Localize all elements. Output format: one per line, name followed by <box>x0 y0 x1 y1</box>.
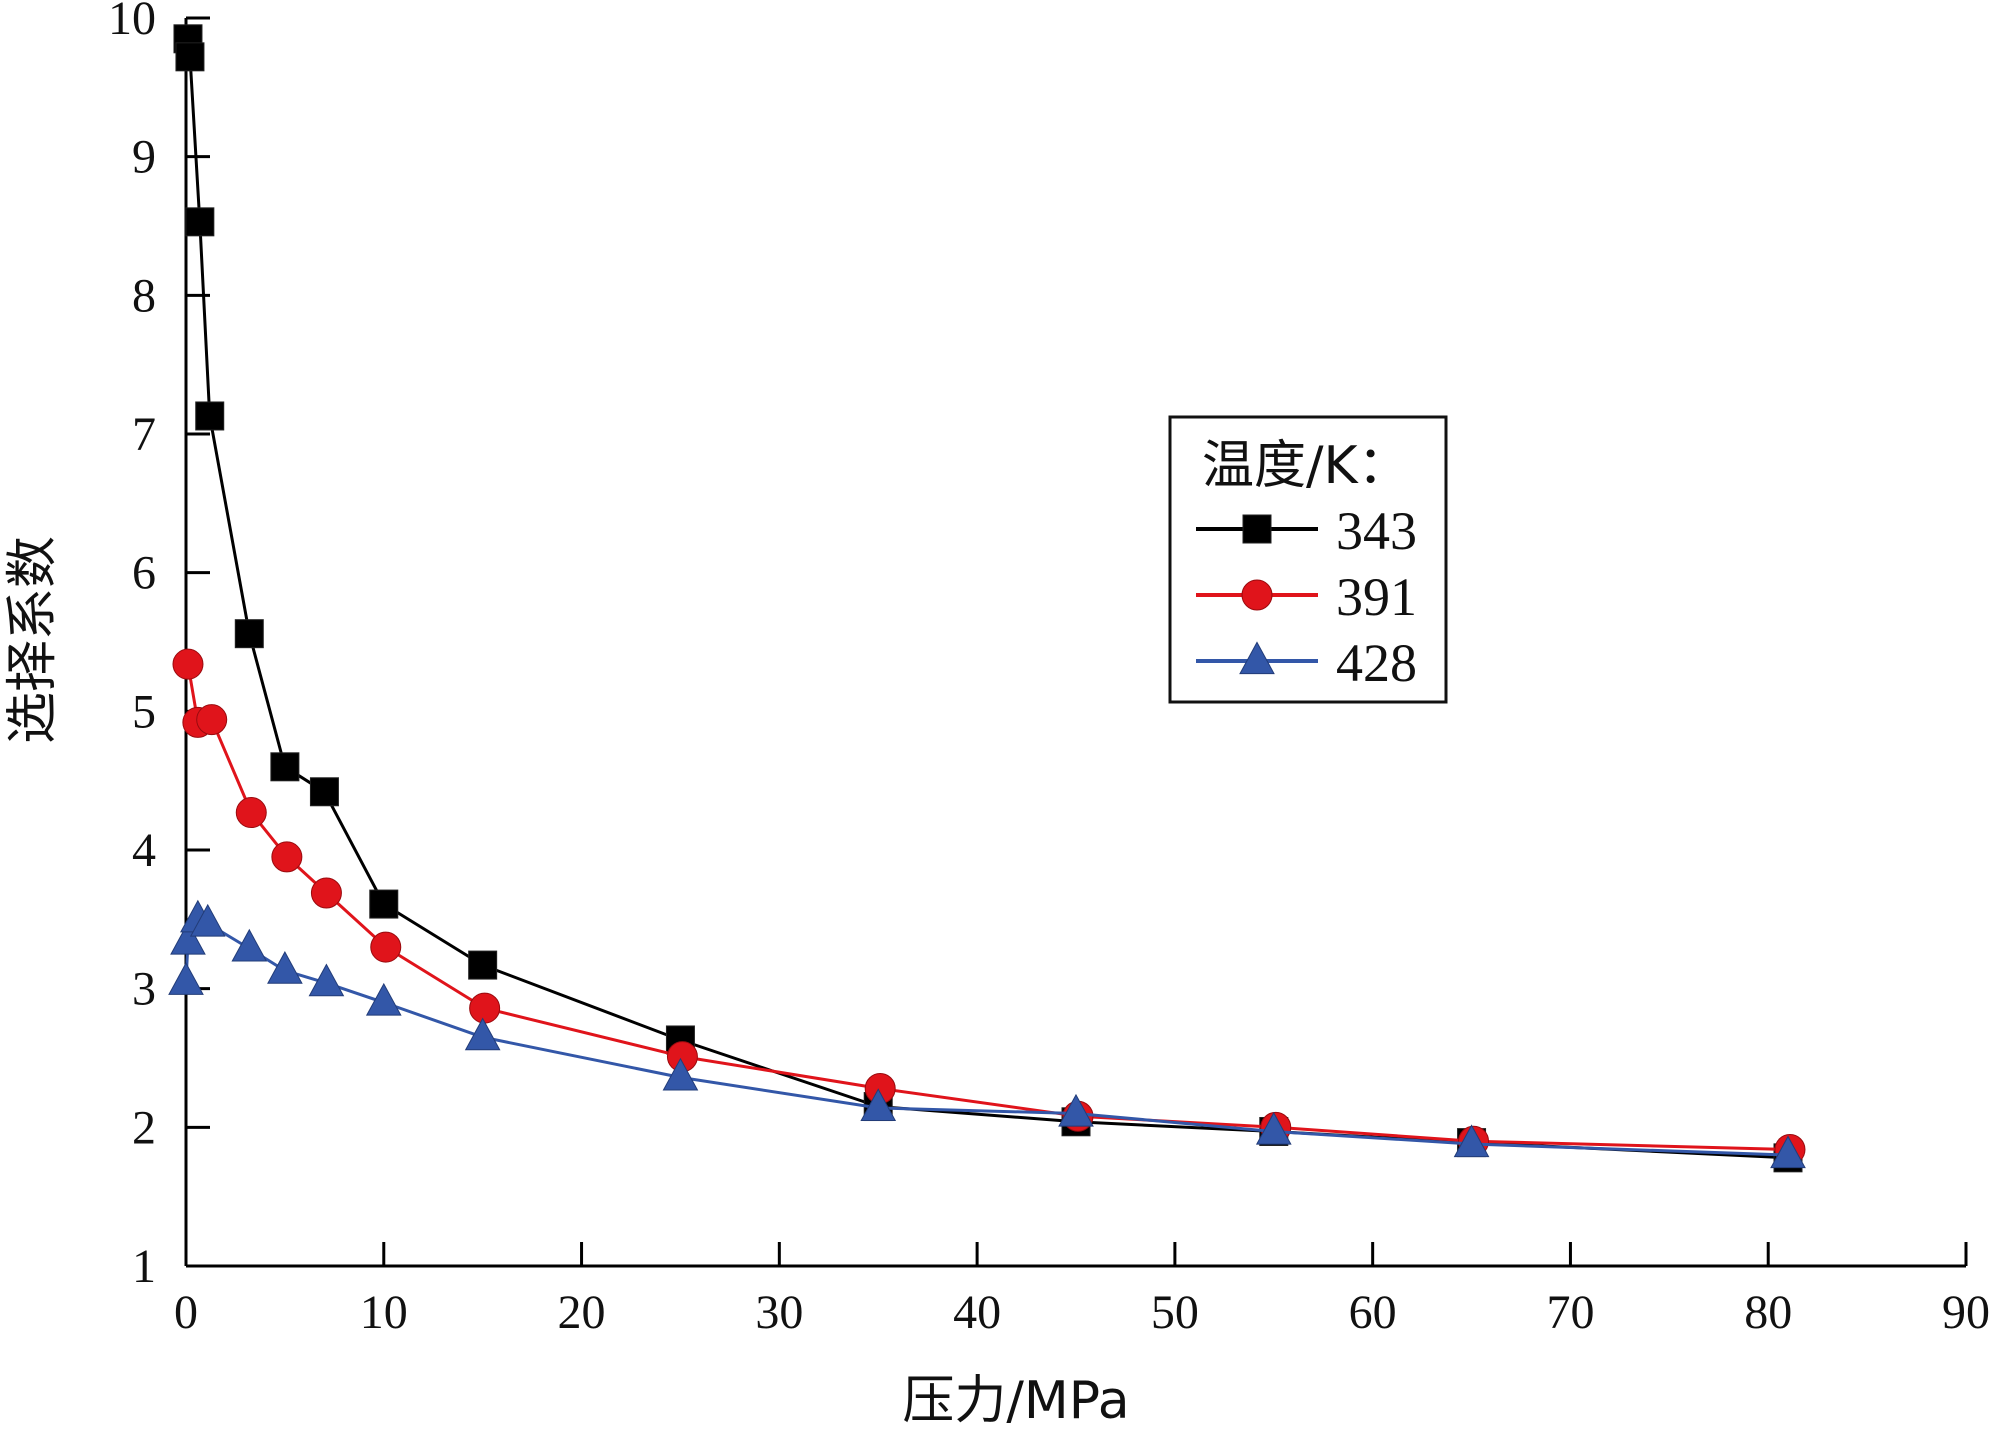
legend-label-391: 391 <box>1336 567 1417 627</box>
series-428 <box>168 899 1806 1169</box>
data-point-428 <box>170 921 206 955</box>
data-point-391 <box>310 877 342 909</box>
data-point-428 <box>365 982 402 1016</box>
y-tick-label: 4 <box>132 824 156 877</box>
x-tick-label: 10 <box>360 1286 408 1339</box>
data-point-343 <box>195 401 225 431</box>
x-tick-label: 90 <box>1942 1286 1990 1339</box>
data-point-391 <box>196 704 228 736</box>
data-point-391 <box>271 841 303 873</box>
y-tick-label: 2 <box>132 1101 156 1154</box>
legend-box <box>1168 415 1448 704</box>
plot-area <box>168 24 1806 1173</box>
y-tick-label: 9 <box>132 131 156 184</box>
x-tick-label: 20 <box>558 1286 606 1339</box>
data-point-428 <box>168 962 204 995</box>
legend-label-343: 343 <box>1336 501 1417 561</box>
y-tick-label: 10 <box>108 0 156 45</box>
data-point-343 <box>175 42 205 72</box>
data-point-428 <box>662 1057 699 1091</box>
data-point-343 <box>369 889 399 919</box>
x-tick-label: 40 <box>953 1286 1001 1339</box>
data-point-343 <box>234 619 264 649</box>
legend-marker-343 <box>1242 514 1272 544</box>
x-tick-label: 30 <box>755 1286 803 1339</box>
x-tick-label: 60 <box>1349 1286 1397 1339</box>
data-point-428 <box>267 950 303 984</box>
data-point-391 <box>469 992 501 1024</box>
data-point-428 <box>231 928 268 962</box>
y-axis-label: 选择系数 <box>3 536 63 744</box>
data-point-428 <box>1770 1135 1806 1169</box>
y-tick-label: 8 <box>132 269 156 322</box>
y-tick-label: 6 <box>132 547 156 600</box>
y-tick-label: 5 <box>132 685 156 738</box>
data-point-343 <box>185 207 215 237</box>
legend-title: 温度/K： <box>1202 436 1410 496</box>
data-point-391 <box>235 797 267 829</box>
data-point-343 <box>270 752 300 782</box>
data-point-428 <box>308 963 345 997</box>
data-point-343 <box>468 950 498 980</box>
data-point-428 <box>464 1017 501 1051</box>
y-tick-label: 3 <box>132 963 156 1016</box>
data-point-428 <box>860 1088 897 1122</box>
legend-marker-391 <box>1241 579 1273 611</box>
x-tick-label: 80 <box>1744 1286 1792 1339</box>
series-line-391 <box>186 663 1791 1151</box>
y-tick-label: 7 <box>132 408 156 461</box>
data-point-428 <box>189 903 226 937</box>
data-point-391 <box>370 931 402 963</box>
data-point-428 <box>1255 1111 1292 1145</box>
x-tick-label: 70 <box>1546 1286 1594 1339</box>
x-tick-label: 0 <box>174 1286 198 1339</box>
x-axis-label: 压力/MPa <box>902 1371 1129 1430</box>
data-point-343 <box>309 777 339 807</box>
data-point-428 <box>1058 1093 1094 1127</box>
y-tick-label: 1 <box>132 1240 156 1293</box>
x-tick-label: 50 <box>1151 1286 1199 1339</box>
legend-marker-428 <box>1239 641 1275 675</box>
legend-label-428: 428 <box>1336 633 1417 693</box>
data-point-428 <box>1453 1124 1490 1158</box>
data-point-391 <box>172 648 204 680</box>
axes: 0 10 20 30 40 50 60 70 80 90 1 2 3 4 5 6 7 8 9 10 <box>108 0 1990 1339</box>
